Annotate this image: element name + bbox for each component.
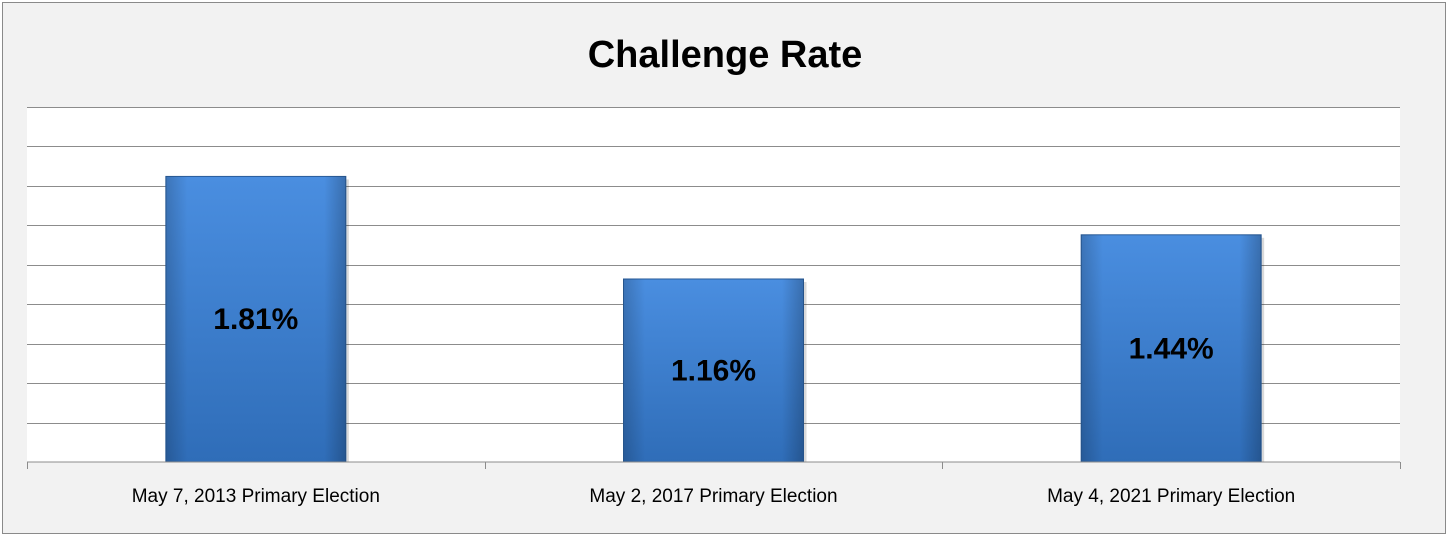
bar-2 [623, 278, 807, 463]
chart-title: Challenge Rate [587, 34, 863, 76]
labels-group: 1.81% May 7, 2013 Primary Election 1.16% Ma… [132, 303, 1296, 507]
bar-3 [1080, 234, 1265, 463]
bar-shading [1081, 234, 1262, 462]
bar-shading [165, 176, 346, 462]
bar-1 [165, 175, 349, 463]
bars-group [165, 175, 1265, 463]
x-axis-ticks [27, 462, 1401, 469]
bar-value-label: 1.44% [1129, 332, 1214, 365]
bar-value-label: 1.81% [213, 303, 298, 336]
category-label: May 4, 2021 Primary Election [1047, 486, 1295, 507]
bar-value-label: 1.16% [671, 354, 756, 387]
category-label: May 2, 2017 Primary Election [589, 486, 837, 507]
bar-shading [623, 278, 804, 462]
category-label: May 7, 2013 Primary Election [132, 486, 380, 507]
